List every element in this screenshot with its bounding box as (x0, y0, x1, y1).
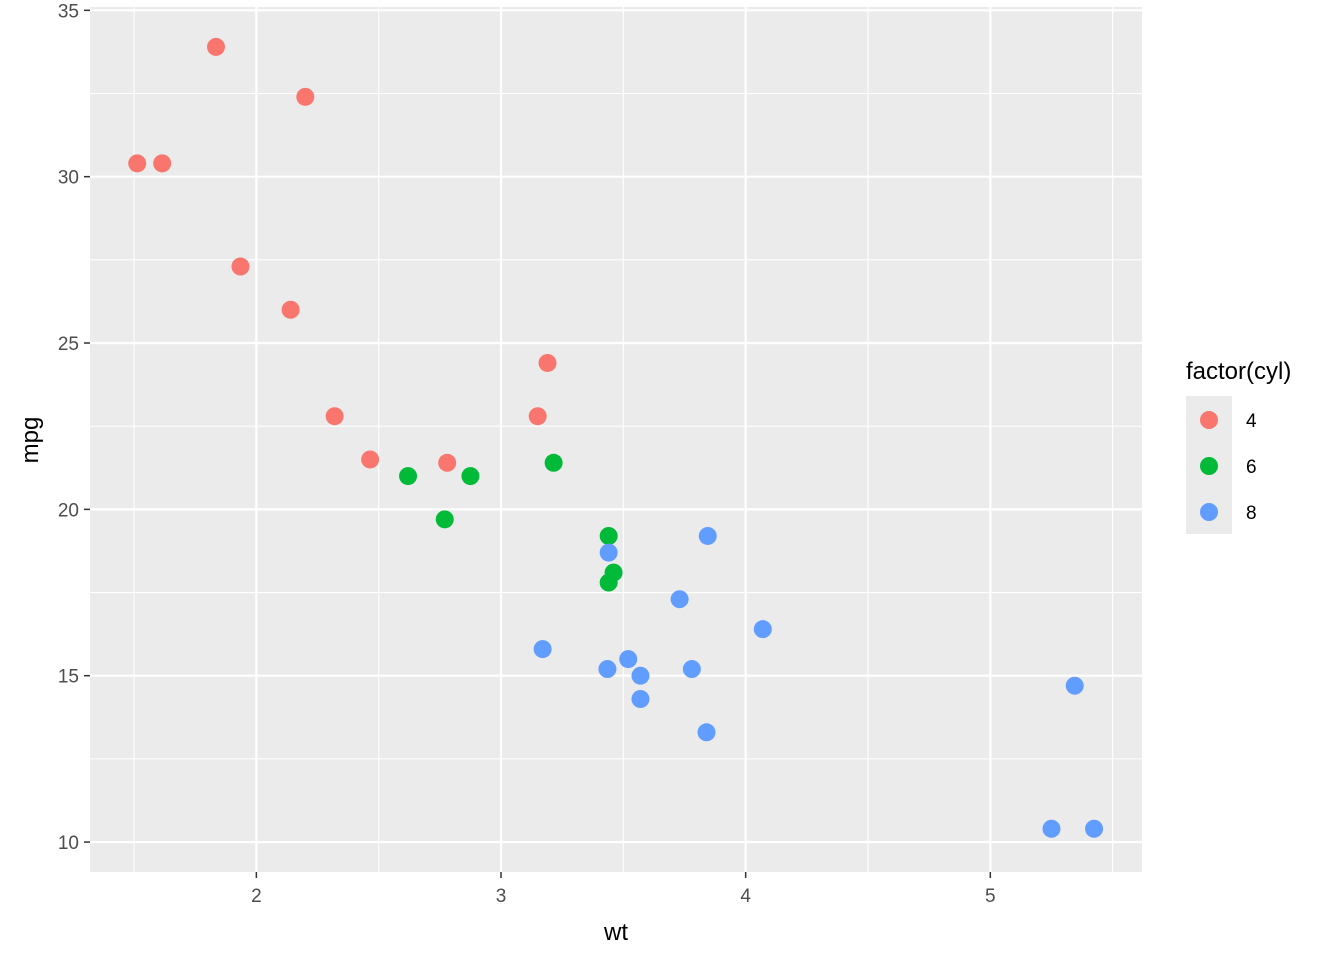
y-axis: 10 15 20 25 30 35 (58, 1, 90, 854)
data-point-cyl-8 (682, 660, 701, 679)
data-point-cyl-8 (753, 620, 772, 639)
y-tick-label: 30 (58, 168, 79, 189)
data-point-cyl-6 (544, 453, 563, 472)
y-tick-label: 35 (58, 1, 79, 22)
major-gridlines (90, 7, 1142, 872)
data-point-cyl-6 (599, 526, 618, 545)
plot-panel (90, 7, 1142, 872)
data-point-cyl-8 (698, 526, 717, 545)
y-tick-label: 10 (58, 833, 79, 854)
data-point-cyl-8 (599, 543, 618, 562)
data-point-cyl-4 (296, 87, 315, 106)
data-point-cyl-6 (435, 510, 454, 529)
data-point-cyl-4 (325, 407, 344, 426)
data-point-cyl-4 (153, 154, 172, 173)
data-point-cyl-4 (206, 37, 225, 56)
data-point-cyl-8 (1085, 819, 1104, 838)
data-point-cyl-8 (619, 650, 638, 669)
data-point-cyl-4 (281, 300, 300, 319)
x-tick-label: 3 (496, 886, 507, 907)
data-point-cyl-8 (1042, 819, 1061, 838)
legend-key-cyl-8 (1200, 503, 1218, 521)
x-axis: 2 3 4 5 (251, 872, 996, 907)
minor-gridlines (90, 7, 1142, 872)
data-point-cyl-4 (438, 453, 457, 472)
y-tick-label: 20 (58, 500, 79, 521)
data-point-cyl-8 (598, 660, 617, 679)
x-tick-label: 5 (985, 886, 996, 907)
data-point-cyl-4 (361, 450, 380, 469)
legend-key-cyl-6 (1200, 457, 1218, 475)
data-point-cyl-6 (461, 467, 480, 486)
x-tick-label: 2 (251, 886, 262, 907)
data-point-cyl-6 (399, 467, 418, 486)
data-points (128, 37, 1104, 838)
legend-label-cyl-8: 8 (1246, 503, 1257, 524)
data-point-cyl-4 (128, 154, 147, 173)
legend: factor(cyl) 4 6 8 (1186, 358, 1291, 534)
y-tick-label: 25 (58, 334, 79, 355)
legend-key-cyl-4 (1200, 411, 1218, 429)
legend-entries: 4 6 8 (1200, 411, 1257, 524)
legend-title: factor(cyl) (1186, 358, 1291, 385)
data-point-cyl-8 (1065, 676, 1084, 695)
data-point-cyl-8 (631, 666, 650, 685)
x-tick-label: 4 (740, 886, 751, 907)
data-point-cyl-8 (670, 590, 689, 609)
legend-label-cyl-4: 4 (1246, 411, 1257, 432)
data-point-cyl-8 (697, 723, 716, 742)
data-point-cyl-8 (533, 640, 552, 659)
data-point-cyl-4 (538, 353, 557, 372)
x-axis-title: wt (603, 919, 628, 946)
data-point-cyl-8 (631, 690, 650, 708)
data-point-cyl-6 (604, 563, 623, 582)
legend-label-cyl-6: 6 (1246, 457, 1257, 478)
y-tick-label: 15 (58, 667, 79, 688)
data-point-cyl-4 (231, 257, 250, 276)
y-axis-title: mpg (17, 417, 44, 464)
data-point-cyl-4 (528, 407, 547, 426)
